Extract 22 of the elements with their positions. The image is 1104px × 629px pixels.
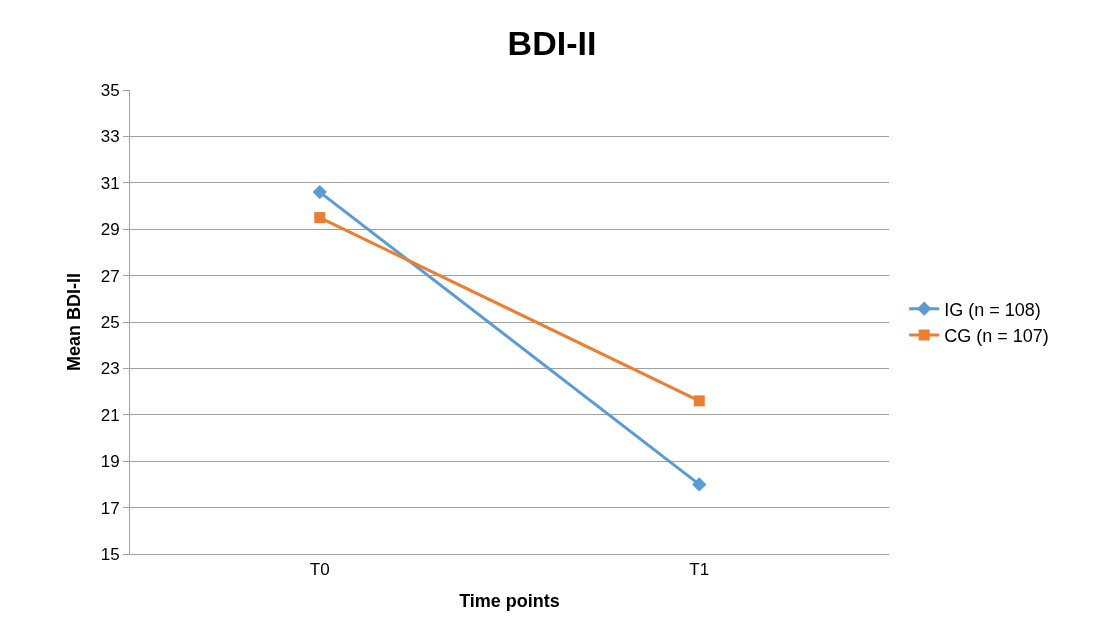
y-tick-label: 15 (100, 544, 120, 564)
point (314, 212, 326, 224)
x-tick-label: T1 (689, 560, 710, 580)
y-tick-label: 31 (100, 173, 120, 193)
point (312, 184, 327, 200)
y-tick-label: 27 (100, 266, 120, 286)
legend-label: IG (n = 108) (944, 299, 1041, 320)
x-tick-label: T0 (309, 560, 330, 580)
y-axis-title: Mean BDI-II (63, 272, 84, 372)
y-tick-label: 25 (100, 312, 120, 332)
chart-title: BDI-II (507, 24, 597, 63)
y-tick-label: 17 (100, 498, 120, 518)
legend-label: CG (n = 107) (944, 326, 1049, 347)
point (692, 477, 707, 492)
y-tick-label: 33 (100, 127, 120, 147)
y-tick-label: 19 (100, 452, 120, 472)
y-tick-label: 21 (100, 405, 120, 425)
x-axis-title: Time points (459, 590, 560, 611)
y-tick-label: 35 (100, 80, 120, 100)
point (693, 395, 705, 407)
y-tick-label: 23 (100, 359, 120, 379)
y-tick-label: 29 (100, 220, 120, 240)
